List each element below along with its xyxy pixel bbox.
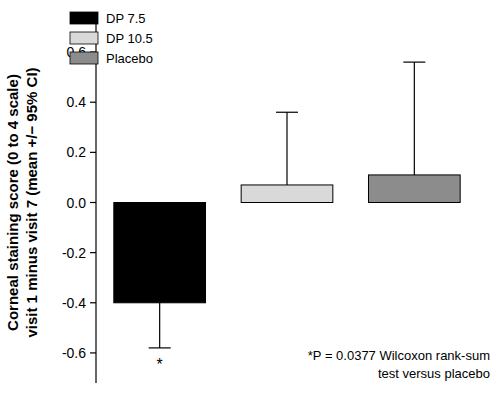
y-tick [90, 102, 96, 103]
error-bar [276, 112, 298, 185]
bar [114, 203, 206, 303]
y-tick-label: -0.6 [62, 345, 86, 361]
y-tick-label: -0.2 [62, 245, 86, 261]
bar [368, 175, 460, 203]
note: test versus placebo [378, 366, 490, 381]
y-tick [90, 352, 96, 353]
error-line [159, 303, 160, 348]
y-tick-label: 0.2 [67, 144, 87, 160]
error-cap [403, 62, 425, 63]
y-tick [90, 302, 96, 303]
y-tick [90, 252, 96, 253]
error-line [286, 112, 287, 185]
y-tick-label: 0.0 [67, 195, 87, 211]
legend-label: Placebo [106, 51, 153, 66]
legend-swatch [70, 12, 98, 24]
chart: -0.6-0.4-0.20.00.20.40.6Corneal staining… [0, 0, 500, 407]
error-bar [403, 62, 425, 175]
bar [241, 185, 333, 203]
error-cap [276, 112, 298, 113]
note: *P = 0.0377 Wilcoxon rank-sum [308, 348, 490, 363]
y-tick-label: 0.4 [67, 94, 87, 110]
error-cap [149, 347, 171, 348]
legend-swatch [70, 52, 98, 64]
significance: * [157, 356, 163, 373]
error-line [414, 62, 415, 175]
y-axis-label: visit 1 minus visit 7 (mean +/− 95% CI) [23, 67, 40, 337]
legend-swatch [70, 32, 98, 44]
y-tick [90, 202, 96, 203]
error-bar [149, 303, 171, 348]
y-tick-label: -0.4 [62, 295, 86, 311]
bars [114, 62, 460, 348]
legend-label: DP 7.5 [106, 11, 146, 26]
y-axis-label: Corneal staining score (0 to 4 scale) [4, 74, 21, 331]
legend-label: DP 10.5 [106, 31, 153, 46]
y-tick [90, 152, 96, 153]
